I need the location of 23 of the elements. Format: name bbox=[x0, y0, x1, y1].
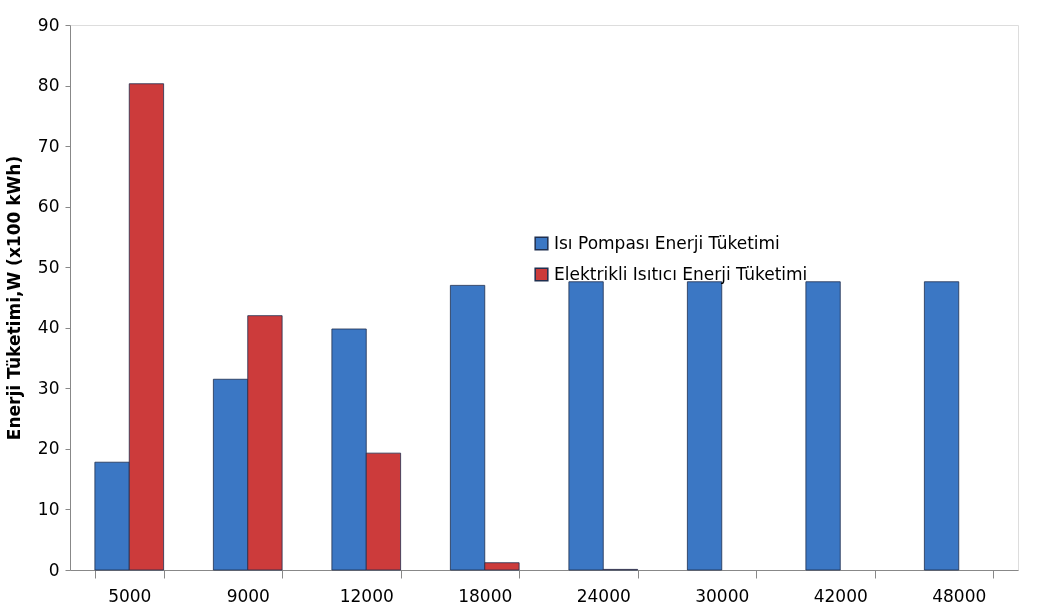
bar bbox=[923, 281, 960, 571]
x-tick-label: 24000 bbox=[576, 585, 631, 606]
y-tick-label: 20 bbox=[37, 438, 60, 459]
y-tick-label: 50 bbox=[37, 256, 60, 277]
x-tick-label: 48000 bbox=[932, 585, 987, 606]
x-tick-label: 30000 bbox=[695, 585, 750, 606]
x-tick-label: 5000 bbox=[108, 585, 152, 606]
x-tick-label: 42000 bbox=[813, 585, 868, 606]
y-tick-label: 40 bbox=[37, 317, 60, 338]
legend-label: Elektrikli Isıtıcı Enerji Tüketimi bbox=[554, 263, 808, 284]
x-tick-label: 12000 bbox=[339, 585, 394, 606]
bar bbox=[805, 281, 841, 571]
y-tick-label: 0 bbox=[48, 559, 60, 580]
legend-label: Isı Pompası Enerji Tüketimi bbox=[554, 232, 780, 253]
y-tick-label: 70 bbox=[37, 135, 60, 156]
x-tick-label: 9000 bbox=[226, 585, 270, 606]
y-tick-label: 10 bbox=[37, 498, 60, 519]
y-tick-label: 90 bbox=[37, 14, 60, 35]
y-tick-label: 80 bbox=[37, 75, 60, 96]
y-tick-label: 30 bbox=[37, 377, 60, 398]
y-axis-title: Enerji Tüketimi,W (x100 kWh) bbox=[3, 155, 24, 441]
x-tick-label: 18000 bbox=[458, 585, 513, 606]
y-tick-label: 60 bbox=[37, 196, 60, 217]
